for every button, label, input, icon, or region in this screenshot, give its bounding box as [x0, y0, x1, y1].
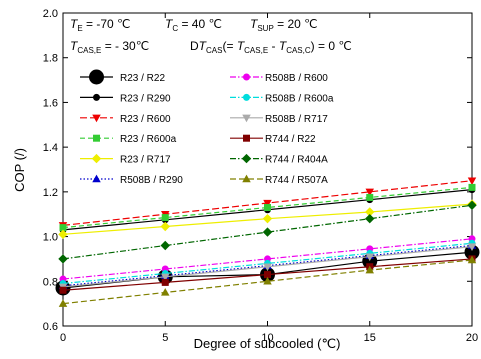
data-point — [263, 263, 272, 272]
legend-label: R744 / R507A — [265, 175, 328, 186]
series-9 — [58, 243, 477, 292]
legend-item: R508B / R717 — [230, 114, 328, 125]
legend-marker — [92, 174, 101, 183]
legend-marker — [242, 114, 251, 123]
data-point — [365, 253, 374, 262]
legend-marker — [243, 93, 250, 101]
data-point — [58, 254, 68, 264]
legend-label: R23 / R600a — [120, 134, 177, 145]
conditions-line-1: TE = -70 ℃ TC = 40 ℃ TSUP = 20 ℃ — [70, 17, 318, 33]
legend-item: R508B / R600 — [230, 73, 328, 84]
legend-label: R508B / R290 — [120, 175, 183, 186]
legend-item: R744 / R404A — [230, 153, 328, 166]
series-12 — [58, 255, 477, 307]
data-point — [59, 286, 67, 294]
data-point — [365, 213, 375, 224]
data-point — [58, 229, 68, 240]
data-point — [262, 213, 273, 224]
data-point — [467, 177, 477, 186]
series-line — [62, 259, 473, 305]
legend-item: R744 / R22 — [230, 134, 316, 145]
legend-item: R508B / R600a — [230, 93, 334, 104]
x-axis-title: Degree of subcooled (℃) — [194, 336, 341, 351]
data-point — [365, 188, 374, 197]
legend-item: R23 / R600 — [80, 114, 171, 125]
data-point — [160, 240, 170, 251]
data-point — [161, 214, 169, 222]
data-point — [161, 278, 169, 286]
legend-item: R23 / R290 — [80, 93, 171, 104]
axis-ticks: 0 5 10 15 20 0.6 0.8 1.0 1.2 1.4 1.6 1.8 2.0 — [43, 8, 478, 344]
y-tick-label: 1.0 — [43, 232, 58, 244]
data-point — [264, 204, 271, 212]
legend-label: R23 / R22 — [120, 73, 165, 84]
legend-marker — [242, 174, 251, 183]
legend-marker — [93, 93, 100, 101]
data-point — [262, 227, 273, 237]
series-line — [62, 242, 473, 285]
y-tick-label: 1.2 — [43, 187, 58, 199]
legend-item: R508B / R290 — [80, 174, 183, 186]
legend-marker — [243, 134, 250, 142]
legend-marker — [243, 73, 250, 81]
series-layer — [55, 177, 480, 307]
conditions-line-2: TCAS,E = - 30℃ DTCAS(= TCAS,E - TCAS,C) … — [70, 39, 352, 55]
data-point — [467, 255, 477, 264]
legend-marker — [89, 69, 104, 85]
y-tick-label: 1.6 — [43, 97, 58, 109]
x-tick-label: 15 — [364, 332, 376, 344]
data-point — [263, 276, 272, 285]
data-point — [468, 183, 476, 191]
legend-item: R744 / R507A — [230, 174, 328, 186]
data-point — [366, 193, 374, 201]
legend-label: R508B / R600 — [265, 73, 328, 84]
data-point — [160, 221, 170, 232]
legend-marker — [92, 114, 101, 123]
data-point — [467, 200, 477, 210]
y-axis-title: COP (/) — [12, 148, 27, 192]
series-line — [62, 238, 473, 280]
data-point — [365, 265, 374, 274]
series-11 — [58, 200, 477, 264]
series-4 — [59, 183, 476, 232]
x-tick-label: 10 — [261, 332, 273, 344]
data-point — [467, 243, 477, 252]
series-line — [62, 186, 473, 229]
legend-label: R23 / R600 — [120, 114, 171, 125]
legend-item: R23 / R600a — [80, 134, 177, 145]
data-point — [264, 271, 271, 279]
y-tick-label: 0.8 — [43, 276, 58, 288]
legend: R23 / R22 R23 / R290 R23 / R600 R23 / R600a… — [80, 69, 334, 186]
legend-marker — [93, 134, 100, 142]
data-point — [161, 288, 170, 296]
data-point — [58, 299, 68, 307]
legend-marker — [91, 153, 102, 164]
legend-marker — [241, 153, 252, 164]
legend-label: R744 / R404A — [265, 155, 328, 166]
legend-item: R23 / R22 — [80, 69, 165, 85]
y-tick-label: 1.4 — [43, 142, 58, 154]
legend-label: R508B / R717 — [265, 114, 328, 125]
y-tick-label: 1.8 — [43, 53, 58, 65]
legend-item: R23 / R717 — [80, 153, 171, 166]
x-tick-label: 5 — [162, 332, 168, 344]
data-point — [161, 273, 170, 282]
y-tick-label: 2.0 — [43, 8, 58, 20]
legend-label: R508B / R600a — [265, 93, 334, 104]
legend-label: R23 / R290 — [120, 93, 171, 104]
data-point — [263, 199, 272, 208]
legend-label: R744 / R22 — [265, 134, 316, 145]
y-tick-label: 0.6 — [43, 321, 58, 333]
legend-label: R23 / R717 — [120, 155, 171, 166]
x-tick-label: 0 — [60, 332, 66, 344]
x-tick-label: 20 — [466, 332, 478, 344]
